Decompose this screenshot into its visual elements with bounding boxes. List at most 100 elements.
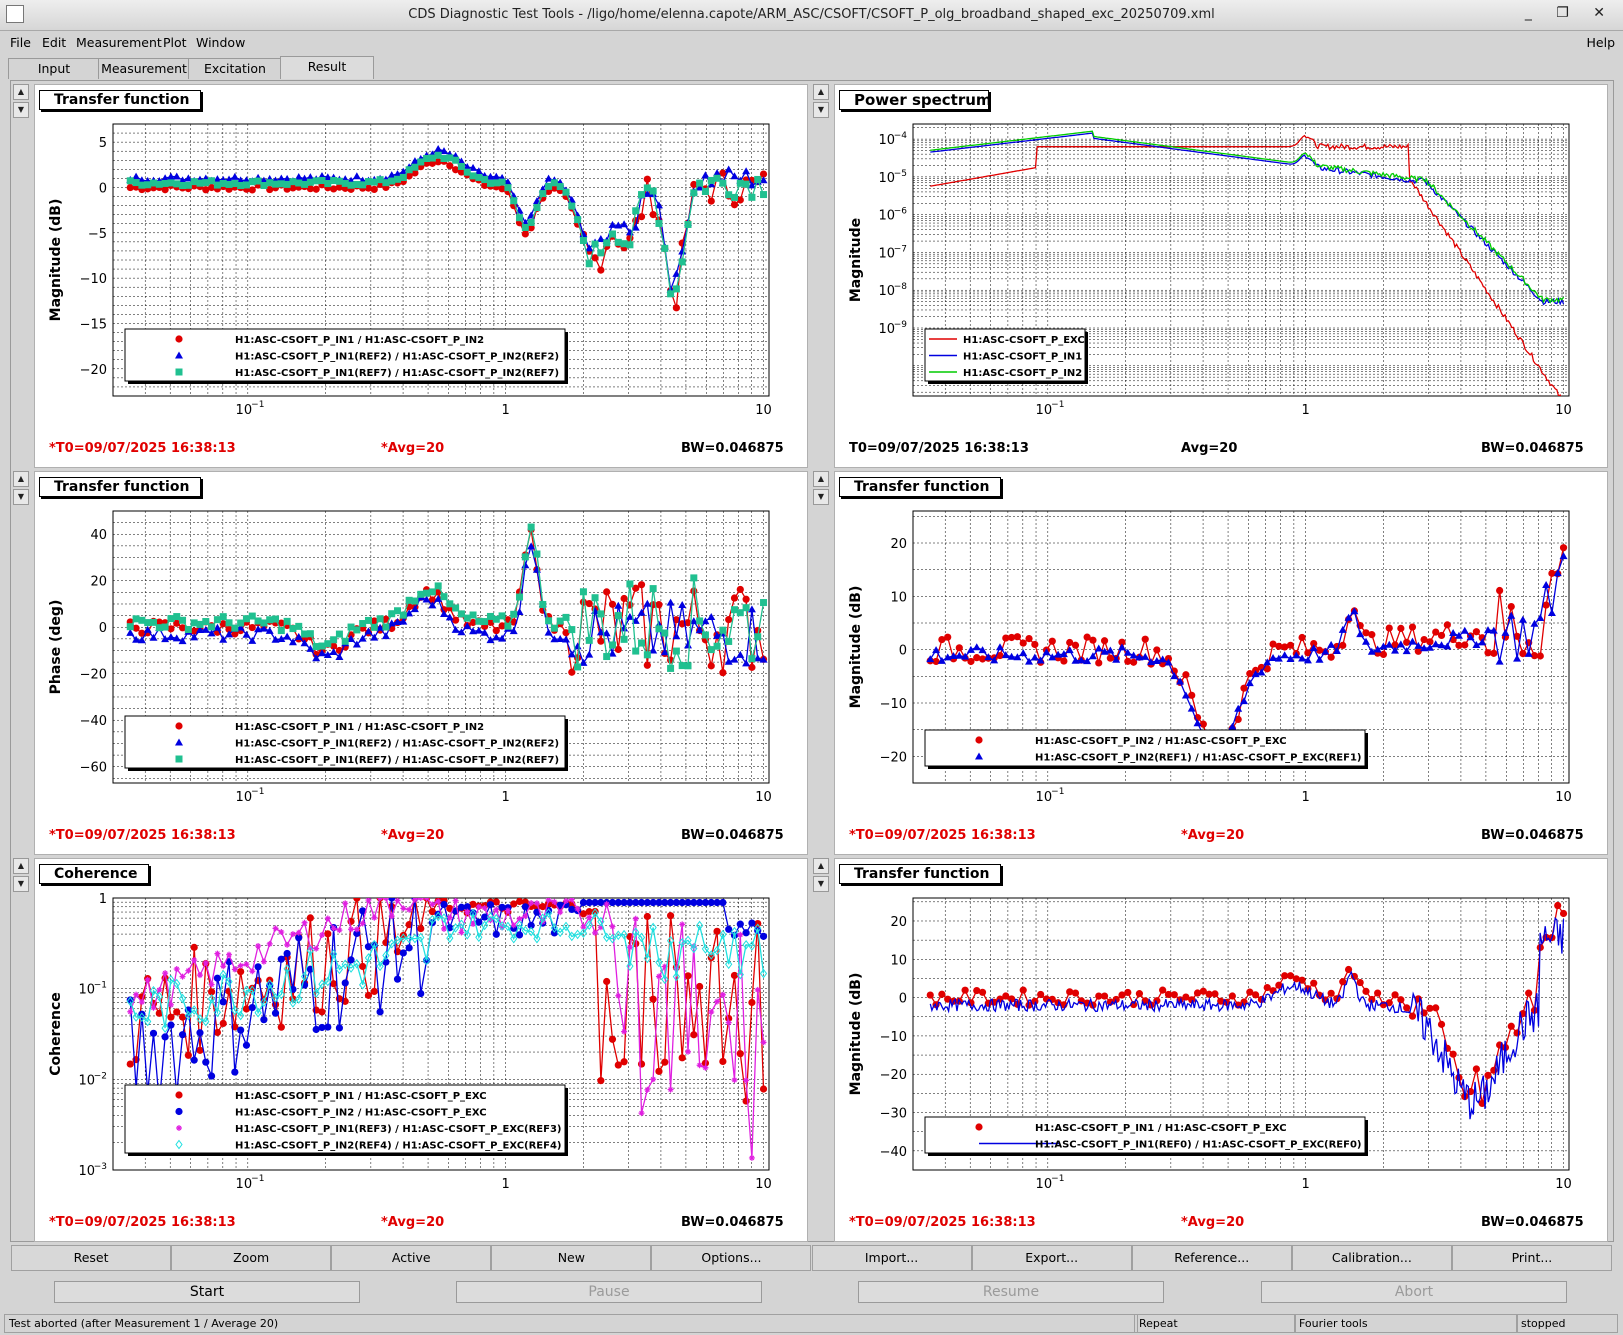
x-tick-label: 10 [755, 1177, 772, 1192]
legend-entry: H1:ASC-CSOFT_P_IN1 / H1:ASC-CSOFT_P_IN2 [235, 722, 484, 733]
y-tick-label: −20 [80, 668, 107, 683]
legend-entry: H1:ASC-CSOFT_P_IN1 / H1:ASC-CSOFT_P_EXC [235, 1091, 487, 1102]
footer-avg: *Avg=20 [381, 1215, 445, 1230]
series-2-line [929, 555, 1565, 750]
menu-window[interactable]: Window [196, 35, 246, 50]
plot-button-active[interactable]: Active [331, 1245, 492, 1271]
y-tick-label: −60 [80, 761, 107, 776]
panel-arrow-down-icon[interactable]: ▼ [13, 102, 29, 118]
plot-canvas[interactable]: 110−110−210−310−1110Frequency (Hz)Cohere… [35, 859, 807, 1199]
x-tick-label: 10 [1036, 1177, 1053, 1192]
x-tick-exponent: −1 [1051, 787, 1064, 797]
y-tick-exponent: −3 [94, 1162, 107, 1172]
plot-button-print[interactable]: Print... [1451, 1245, 1612, 1271]
y-tick-label: 10 [878, 209, 895, 224]
series-2-markers [126, 542, 768, 667]
plot-button-zoom[interactable]: Zoom [171, 1245, 332, 1271]
x-tick-exponent: −1 [251, 787, 264, 797]
y-tick-label: 10 [878, 322, 895, 337]
legend [124, 1084, 566, 1154]
x-tick-label: 10 [1036, 403, 1053, 418]
start-button[interactable]: Start [54, 1281, 360, 1303]
panel-arrow-down-icon[interactable]: ▼ [13, 489, 29, 505]
abort-button[interactable]: Abort [1261, 1281, 1567, 1303]
plot-panel-2[interactable]: Power spectrum 10 −4 10 −5 10 −6 10 −7 10 −8 10 −9 10… [834, 84, 1608, 468]
plot-canvas[interactable]: 10−410−510−610−710−810−910−1110Frequency… [835, 85, 1607, 425]
x-tick-label: 1 [1302, 403, 1310, 418]
x-tick-label: 1 [502, 790, 510, 805]
x-tick-exponent: −1 [1051, 400, 1064, 410]
plot-button-export[interactable]: Export... [971, 1245, 1132, 1271]
tab-result[interactable]: Result [280, 56, 374, 79]
legend-entry: H1:ASC-CSOFT_P_IN2 / H1:ASC-CSOFT_P_EXC [235, 1108, 487, 1119]
legend-entry: H1:ASC-CSOFT_P_IN2(REF1) / H1:ASC-CSOFT_… [1035, 753, 1362, 764]
y-tick-label: 0 [99, 181, 107, 196]
plot-button-new[interactable]: New [491, 1245, 652, 1271]
footer-bw: BW=0.046875 [681, 1215, 784, 1230]
y-tick-exponent: −8 [894, 282, 908, 292]
legend-entry: H1:ASC-CSOFT_P_IN1(REF7) / H1:ASC-CSOFT_… [235, 755, 559, 766]
panel-arrow-up-icon[interactable]: ▲ [813, 858, 829, 874]
y-tick-label: 10 [78, 1164, 95, 1179]
tab-measurement[interactable]: Measurement [98, 58, 190, 79]
footer-bw: BW=0.046875 [1481, 1215, 1584, 1230]
y-tick-exponent: −1 [94, 981, 107, 991]
panel-arrow-down-icon[interactable]: ▼ [813, 489, 829, 505]
menu-plot[interactable]: Plot [163, 35, 187, 50]
footer-bw: BW=0.046875 [1481, 441, 1584, 456]
panel-arrow-up-icon[interactable]: ▲ [813, 471, 829, 487]
status-mode: Repeat [1134, 1314, 1296, 1333]
y-axis-label: Magnitude [848, 218, 864, 302]
plot-button-reference[interactable]: Reference... [1131, 1245, 1292, 1271]
resume-button[interactable]: Resume [858, 1281, 1164, 1303]
x-tick-label: 10 [1036, 790, 1053, 805]
y-tick-label: 5 [99, 136, 107, 151]
panel-arrow-down-icon[interactable]: ▼ [13, 876, 29, 892]
plot-button-options[interactable]: Options... [651, 1245, 812, 1271]
tab-excitation[interactable]: Excitation [188, 58, 282, 79]
plot-panel-4[interactable]: Transfer function20100−10−2010−1110Frequ… [834, 471, 1608, 855]
tab-input[interactable]: Input [8, 58, 100, 79]
panel-title: Transfer function [839, 864, 1001, 884]
series-3-line [130, 154, 765, 296]
legend-entry: H1:ASC-CSOFT_P_IN1(REF3) / H1:ASC-CSOFT_… [235, 1124, 562, 1135]
panel-arrow-down-icon[interactable]: ▼ [813, 876, 829, 892]
plot-panel-3[interactable]: Transfer function40200−20−40−6010−1110Fr… [34, 471, 808, 855]
legend-entry: H1:ASC-CSOFT_P_IN1(REF0) / H1:ASC-CSOFT_… [1035, 1140, 1362, 1151]
series-1-line [929, 903, 1565, 1104]
plot-panel-1[interactable]: Transfer function50−5−10−15−2010−1110Fre… [34, 84, 808, 468]
series-1-markers [926, 901, 1568, 1108]
menu-edit[interactable]: Edit [42, 35, 67, 50]
y-tick-label: −15 [80, 317, 107, 332]
footer-bw: BW=0.046875 [681, 441, 784, 456]
window-controls[interactable]: _ ❐ ✕ [1524, 5, 1615, 21]
menu-measurement[interactable]: Measurement [76, 35, 162, 50]
menu-file[interactable]: File [10, 35, 31, 50]
status-message: Test aborted (after Measurement 1 / Aver… [4, 1314, 1138, 1333]
plot-button-reset[interactable]: Reset [11, 1245, 172, 1271]
panel-title: Transfer function [839, 477, 1001, 497]
menu-help[interactable]: Help [1586, 35, 1616, 50]
y-axis-label: Magnitude (dB) [848, 586, 864, 709]
y-axis-label: Magnitude (dB) [48, 199, 64, 322]
series-3-markers [126, 151, 768, 298]
plot-panel-6[interactable]: Transfer function 20 10 0 −10 −20 −30 −40 10 −1 1 1… [834, 858, 1608, 1242]
x-tick-exponent: −1 [251, 1174, 264, 1184]
panel-arrow-up-icon[interactable]: ▲ [813, 84, 829, 100]
plot-button-row: Reset Zoom Active New Options... Import... Exp… [11, 1245, 1612, 1271]
panel-arrow-up-icon[interactable]: ▲ [13, 84, 29, 100]
panel-arrow-up-icon[interactable]: ▲ [13, 858, 29, 874]
footer-avg: *Avg=20 [1181, 828, 1245, 843]
panel-arrow-up-icon[interactable]: ▲ [13, 471, 29, 487]
x-tick-label: 1 [1302, 1177, 1310, 1192]
plot-button-import[interactable]: Import... [811, 1245, 972, 1271]
plot-button-calibration[interactable]: Calibration... [1291, 1245, 1452, 1271]
pause-button[interactable]: Pause [456, 1281, 762, 1303]
legend-entry: H1:ASC-CSOFT_P_IN2 / H1:ASC-CSOFT_P_EXC [1035, 736, 1287, 747]
panel-arrow-down-icon[interactable]: ▼ [813, 102, 829, 118]
